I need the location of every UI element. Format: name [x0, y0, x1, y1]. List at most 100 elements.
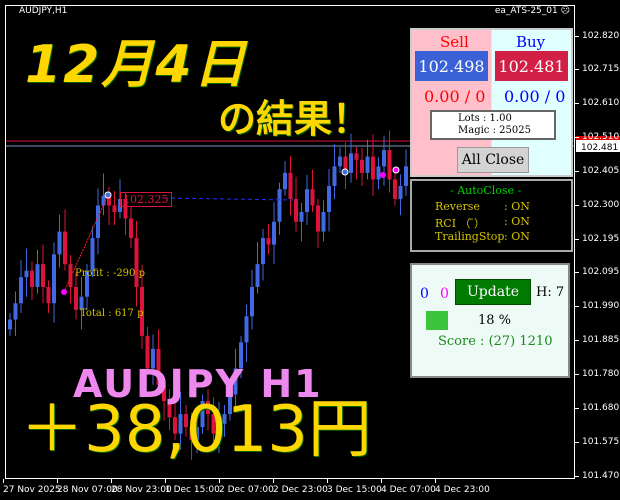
profit-label: Profit : -290 p — [75, 268, 145, 279]
profit-amount: ＋38,013円 — [20, 393, 372, 467]
candle-body — [255, 264, 260, 287]
candle-body — [250, 286, 254, 317]
count-blue: 0 — [420, 286, 429, 302]
candle-body — [178, 414, 183, 434]
time-tick-label: 4 Dec 23:00 — [435, 485, 490, 495]
candle-body — [283, 172, 287, 190]
price-tick — [575, 476, 579, 477]
sell-label: Sell — [440, 33, 469, 51]
price-tick — [575, 205, 579, 206]
buy-button[interactable]: 102.481 — [495, 51, 568, 81]
candle-body — [173, 417, 177, 434]
entry-arrow-icon — [61, 289, 67, 295]
price-tick — [575, 69, 579, 70]
buy-label: Buy — [516, 33, 546, 51]
price-tick-label: 102.405 — [582, 166, 620, 176]
time-tick — [273, 479, 274, 483]
candle-body — [19, 277, 23, 304]
price-tick-label: 102.715 — [582, 64, 620, 74]
candle-body — [13, 303, 18, 320]
candle-body — [382, 150, 386, 167]
time-tick — [57, 479, 58, 483]
candle-body — [96, 205, 100, 239]
price-tick — [575, 340, 579, 341]
candle-body — [393, 179, 397, 199]
exit-arrow-icon — [341, 168, 349, 176]
exit-arrow-icon — [104, 191, 112, 199]
time-tick-label: 2 Dec 07:00 — [219, 485, 274, 495]
trailing-stop-label: TrailingStop — [435, 230, 505, 243]
candle-body — [266, 238, 271, 245]
candle-body — [162, 384, 166, 402]
ea-name: ea_ATS-25_01 ☹ — [495, 6, 570, 16]
trade-panel: Sell Buy 102.498 102.481 0.00 / 0 0.00 /… — [410, 28, 573, 177]
candle-body — [123, 198, 128, 219]
sell-button[interactable]: 102.498 — [415, 51, 488, 81]
time-tick-label: 27 Nov 2025 — [3, 485, 61, 495]
candle-body — [140, 286, 144, 336]
total-label: Total : 617 p — [80, 308, 144, 319]
candle-body — [41, 264, 45, 287]
candle-body — [184, 414, 188, 428]
candle-body — [167, 401, 172, 418]
reverse-value: : ON — [504, 200, 530, 213]
price-tick-label: 101.680 — [582, 403, 620, 413]
percent-value: 18 % — [478, 313, 512, 328]
candle-body — [46, 286, 51, 304]
time-tick-label: 28 Nov 07:00 — [57, 485, 118, 495]
price-tick-label: 102.610 — [582, 98, 620, 108]
price-tick — [575, 36, 579, 37]
price-tick-label: 101.885 — [582, 335, 620, 345]
candle-body — [338, 156, 342, 167]
candle-body — [90, 238, 95, 271]
candle-body — [101, 195, 106, 206]
candle-body — [206, 401, 210, 415]
symbol-label: AUDJPY,H1 — [19, 6, 68, 16]
price-tick-label: 102.300 — [582, 200, 620, 210]
result-title: の結果！ — [218, 97, 371, 141]
candle-body — [244, 316, 249, 343]
update-panel: 0 0 Update H: 7 18 % Score : (27) 1210 — [410, 263, 570, 378]
price-tick-label: 102.195 — [582, 234, 620, 244]
time-tick — [327, 479, 328, 483]
candle-body — [332, 166, 337, 186]
candle-body — [261, 238, 265, 265]
candle-body — [74, 286, 78, 310]
price-tick-label: 101.780 — [582, 369, 620, 379]
candle-body — [321, 212, 326, 232]
all-close-button[interactable]: All Close — [457, 147, 529, 173]
time-tick — [165, 479, 166, 483]
candle-body — [299, 212, 304, 222]
candle-body — [129, 218, 133, 239]
candle-body — [349, 153, 353, 173]
candle-body — [217, 423, 221, 434]
price-tick-label: 102.820 — [582, 31, 620, 41]
update-button[interactable]: Update — [455, 279, 531, 305]
candle-body — [189, 427, 194, 441]
price-tick — [575, 272, 579, 273]
entry-arrow-icon — [392, 166, 400, 174]
candle-body — [211, 414, 216, 434]
candle-body — [404, 166, 408, 186]
price-tick-label: 101.470 — [582, 471, 620, 481]
candle-body — [112, 205, 117, 212]
time-tick-label: 3 Dec 15:00 — [327, 485, 382, 495]
price-tick — [575, 374, 579, 375]
candle-body — [272, 221, 276, 245]
price-tick — [575, 171, 579, 172]
lots-magic-box: Lots : 1.00 Magic : 25025 — [430, 110, 556, 140]
price-tick — [575, 137, 579, 138]
trailing-line — [163, 197, 294, 201]
lots-value: Lots : 1.00 — [458, 113, 512, 124]
score-value: Score : (27) 1210 — [438, 334, 553, 349]
price-tick-label: 101.990 — [582, 301, 620, 311]
candle-body — [68, 264, 73, 287]
time-tick-label: 4 Dec 07:00 — [381, 485, 436, 495]
candle-body — [200, 401, 205, 428]
bid-price-tag-label: 102.481 — [581, 143, 618, 153]
candle-body — [239, 342, 243, 369]
candle-body — [360, 159, 364, 173]
candle-body — [24, 270, 29, 278]
date-title: 12月4日 — [25, 35, 248, 95]
